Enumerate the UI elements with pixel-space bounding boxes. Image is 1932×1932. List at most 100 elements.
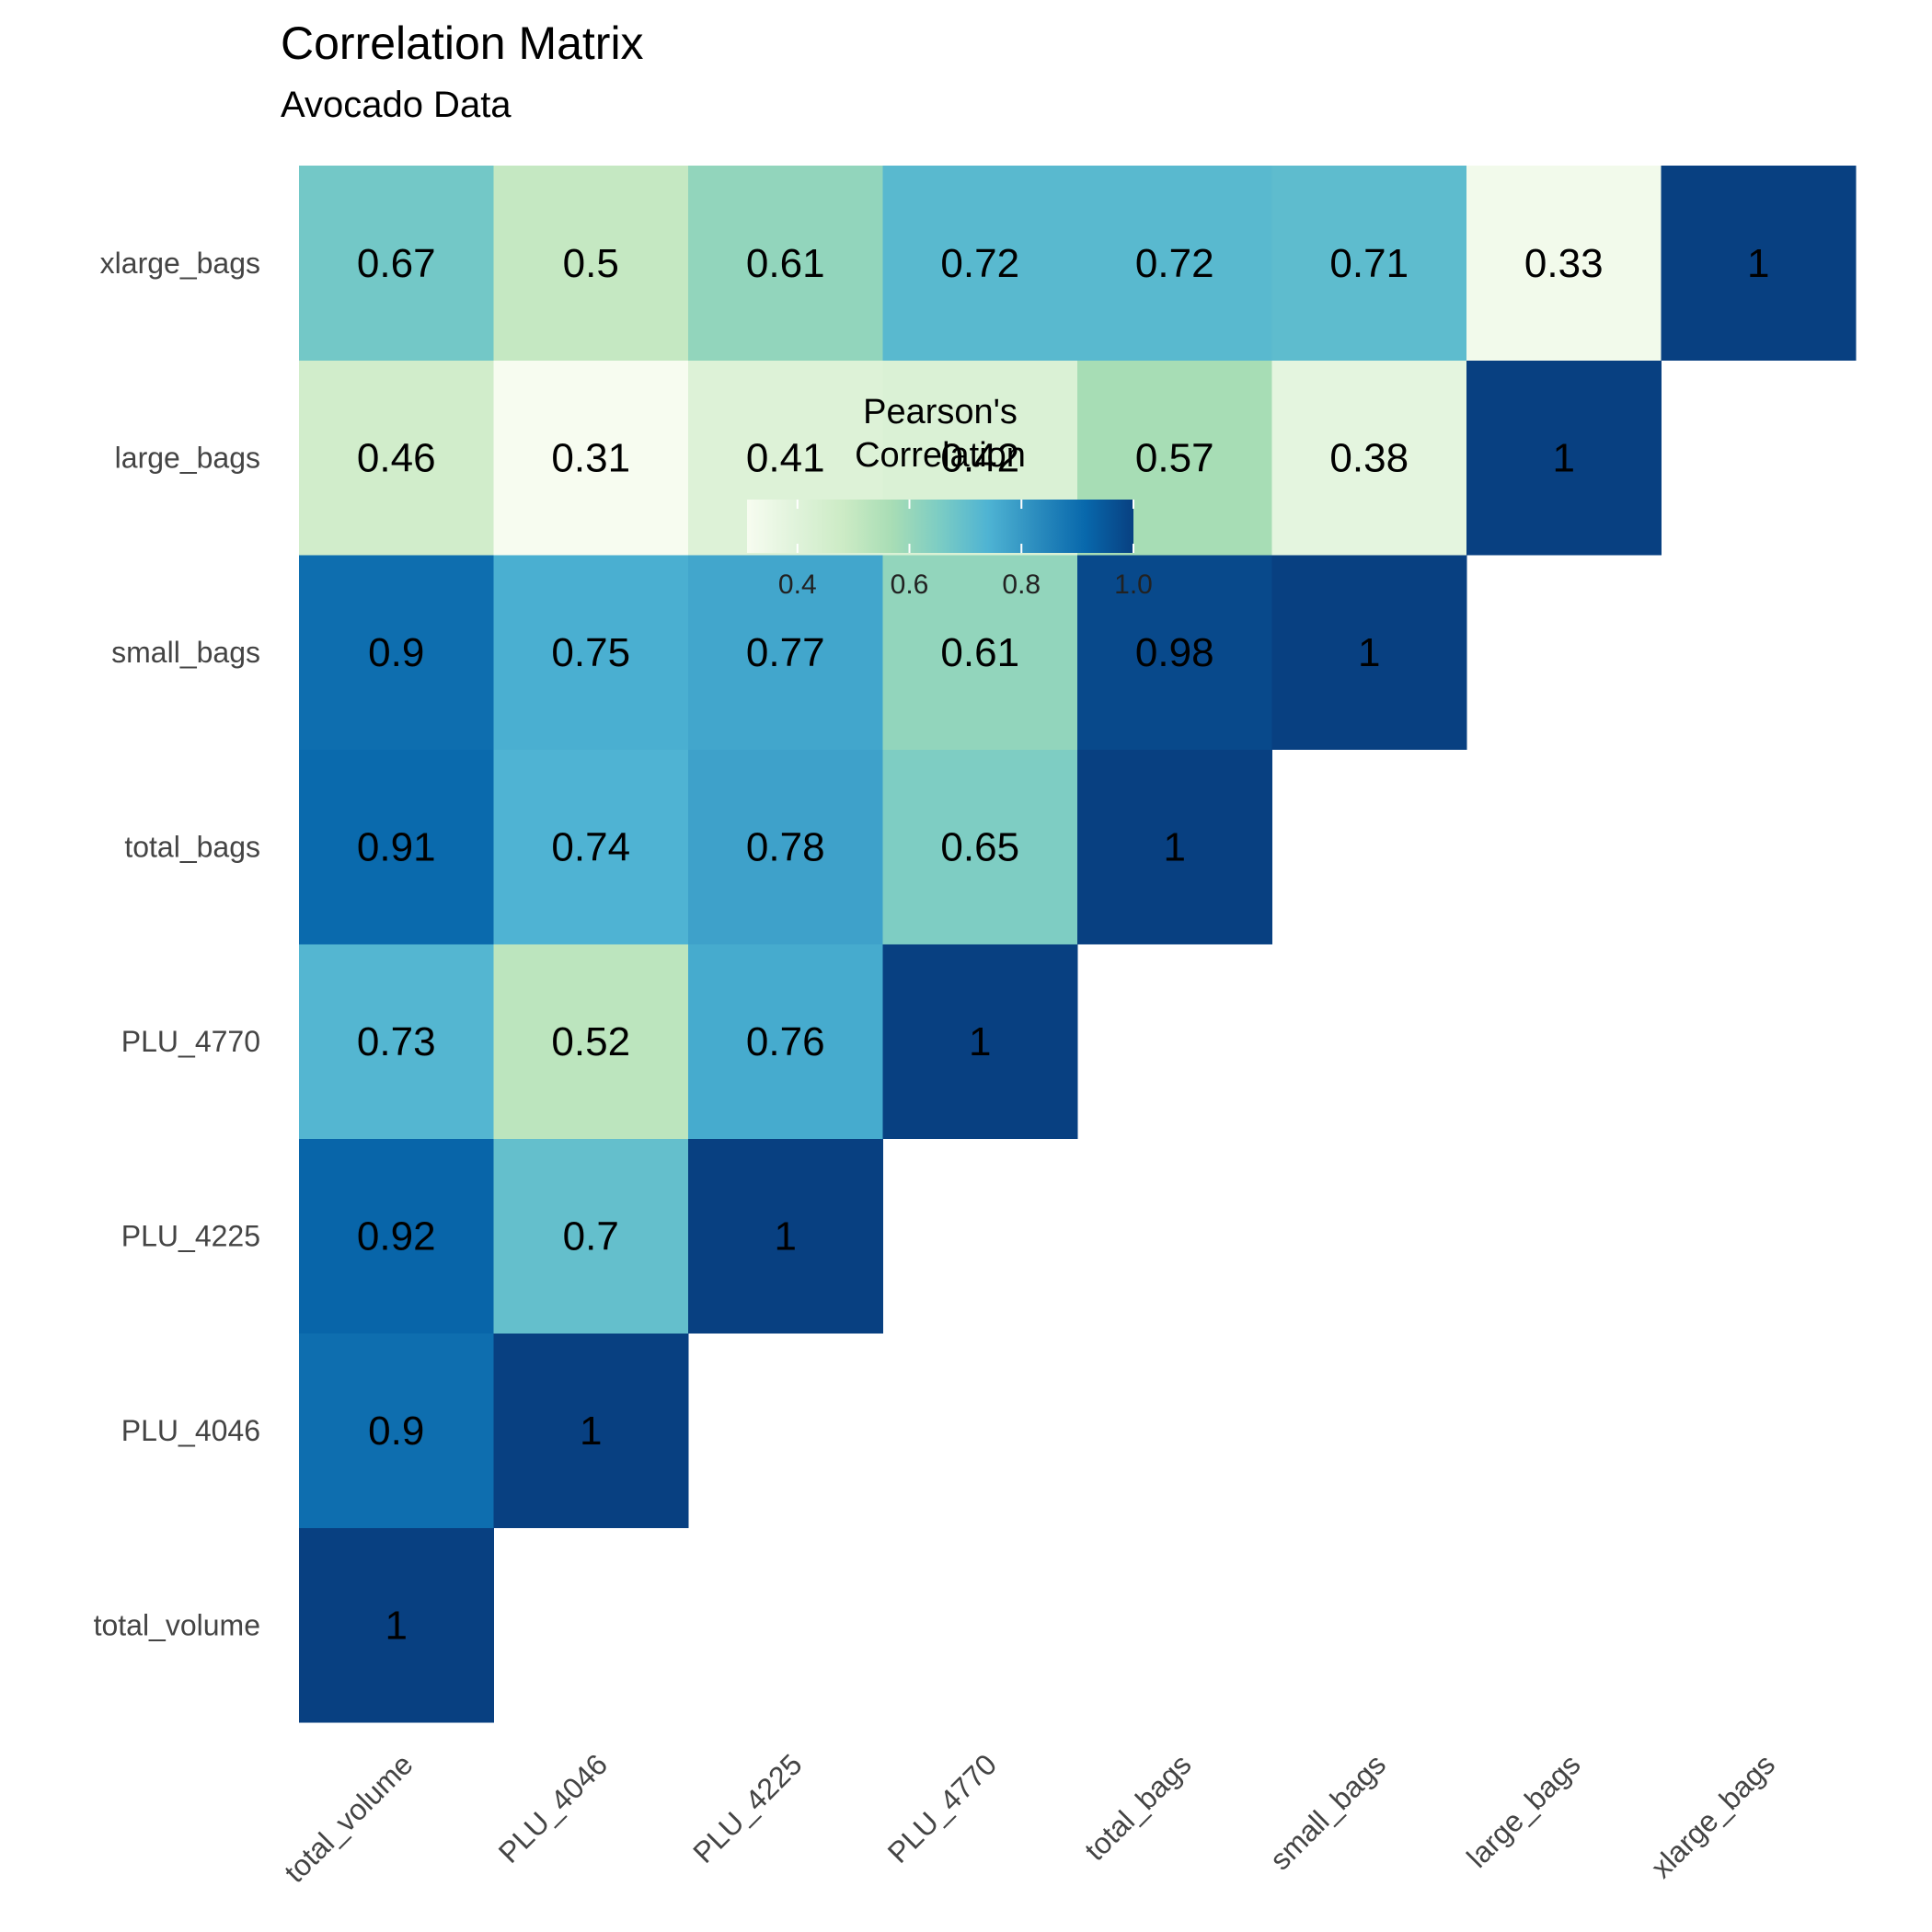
heatmap-cell-total_volume-PLU_4770 xyxy=(299,944,494,1139)
y-tick-label-small_bags: small_bags xyxy=(111,636,260,669)
cell-value-label: 0.91 xyxy=(357,824,436,869)
heatmap-cell-PLU_4046-small_bags xyxy=(493,555,689,750)
heatmap-cell-xlarge_bags-xlarge_bags xyxy=(1661,166,1857,361)
legend-title: Pearson's Correlation xyxy=(747,391,1133,477)
legend-colorbar xyxy=(747,500,1133,553)
heatmap-cell-large_bags-xlarge_bags xyxy=(1466,166,1662,361)
heatmap-cell-PLU_4046-PLU_4770 xyxy=(493,944,689,1139)
y-tick-label-total_volume: total_volume xyxy=(94,1608,260,1641)
heatmap-cell-PLU_4046-large_bags xyxy=(493,360,689,556)
x-tick-label-total_volume: total_volume xyxy=(278,1747,420,1889)
heatmap-cell-PLU_4225-xlarge_bags xyxy=(688,166,883,361)
cell-value-label: 0.33 xyxy=(1524,241,1604,286)
heatmap-cell-total_volume-total_volume xyxy=(299,1527,494,1723)
y-tick-label-large_bags: large_bags xyxy=(115,441,260,474)
x-tick-label-PLU_4225: PLU_4225 xyxy=(686,1747,808,1869)
x-axis-tick-labels: total_volume PLU_4046 PLU_4225 PLU_4770 tota… xyxy=(278,1747,1781,1889)
cell-value-label: 0.71 xyxy=(1329,241,1409,286)
y-axis-tick-labels: total_volume PLU_4046 PLU_4225 PLU_4770 tota… xyxy=(94,247,260,1642)
cell-value-label: 0.9 xyxy=(368,630,424,675)
heatmap-cell-total_volume-PLU_4046 xyxy=(299,1333,494,1528)
cell-value-label: 0.7 xyxy=(563,1213,619,1259)
cell-value-label: 0.57 xyxy=(1135,435,1214,480)
cell-value-label: 0.74 xyxy=(551,824,630,869)
cell-value-label: 0.31 xyxy=(551,435,630,480)
heatmap-cell-total_volume-small_bags xyxy=(299,555,494,750)
cell-value-label: 1 xyxy=(385,1603,408,1648)
color-legend: 0.4 0.6 0.8 1.0 xyxy=(747,500,1153,600)
heatmap-cell-PLU_4770-small_bags xyxy=(882,555,1078,750)
cell-value-label: 0.5 xyxy=(563,241,619,286)
x-tick-label-small_bags: small_bags xyxy=(1263,1747,1392,1876)
y-tick-label-PLU_4770: PLU_4770 xyxy=(121,1025,260,1058)
heatmap-cell-total_bags-xlarge_bags xyxy=(1077,166,1272,361)
cell-value-label: 0.61 xyxy=(746,241,825,286)
heatmap-cell-PLU_4770-xlarge_bags xyxy=(882,166,1078,361)
x-tick-label-PLU_4770: PLU_4770 xyxy=(881,1747,1003,1869)
y-tick-label-PLU_4225: PLU_4225 xyxy=(121,1219,260,1252)
heatmap-cell-PLU_4046-xlarge_bags xyxy=(493,166,689,361)
legend-title-line-2: Correlation xyxy=(855,436,1026,475)
heatmap-cell-PLU_4046-PLU_4225 xyxy=(493,1138,689,1334)
y-tick-label-xlarge_bags: xlarge_bags xyxy=(100,247,260,280)
y-tick-label-total_bags: total_bags xyxy=(124,830,260,863)
legend-tick-label: 0.4 xyxy=(778,569,817,600)
legend-title-line-1: Pearson's xyxy=(863,393,1018,431)
cell-value-label: 0.78 xyxy=(746,824,825,869)
cell-value-label: 0.75 xyxy=(551,630,630,675)
legend-tick-label: 1.0 xyxy=(1114,569,1153,600)
cell-value-label: 0.72 xyxy=(940,241,1019,286)
heatmap-cell-PLU_4770-PLU_4770 xyxy=(882,944,1078,1139)
cell-value-label: 1 xyxy=(580,1409,602,1454)
cell-value-label: 0.41 xyxy=(746,435,825,480)
heatmap-cell-PLU_4225-PLU_4225 xyxy=(688,1138,883,1334)
cell-value-label: 0.65 xyxy=(940,824,1019,869)
chart-subtitle: Avocado Data xyxy=(281,85,512,125)
y-tick-label-PLU_4046: PLU_4046 xyxy=(121,1414,260,1447)
legend-tick-label: 0.8 xyxy=(1002,569,1041,600)
legend-ticks: 0.4 0.6 0.8 1.0 xyxy=(778,500,1153,600)
heatmap-cell-large_bags-large_bags xyxy=(1466,360,1662,556)
heatmap-cell-total_bags-small_bags xyxy=(1077,555,1272,750)
heatmap-cell-total_volume-PLU_4225 xyxy=(299,1138,494,1334)
heatmap-cell-PLU_4046-total_bags xyxy=(493,749,689,945)
cell-value-label: 1 xyxy=(1358,630,1380,675)
x-tick-label-PLU_4046: PLU_4046 xyxy=(492,1747,614,1869)
heatmap-cell-PLU_4225-total_bags xyxy=(688,749,883,945)
cell-value-label: 1 xyxy=(775,1213,797,1259)
cell-value-label: 0.73 xyxy=(357,1019,436,1064)
cell-value-label: 0.92 xyxy=(357,1213,436,1259)
cell-value-label: 0.77 xyxy=(746,630,825,675)
cell-value-label: 0.9 xyxy=(368,1409,424,1454)
cell-value-label: 0.61 xyxy=(940,630,1019,675)
heatmap-cell-total_bags-total_bags xyxy=(1077,749,1272,945)
heatmap-cell-small_bags-large_bags xyxy=(1271,360,1467,556)
cell-value-label: 0.72 xyxy=(1135,241,1214,286)
cell-value-label: 0.98 xyxy=(1135,630,1214,675)
heatmap-cell-total_volume-total_bags xyxy=(299,749,494,945)
x-tick-label-xlarge_bags: xlarge_bags xyxy=(1644,1747,1781,1884)
heatmap-cell-PLU_4225-small_bags xyxy=(688,555,883,750)
x-tick-label-large_bags: large_bags xyxy=(1460,1747,1586,1873)
heatmap-cell-PLU_4046-PLU_4046 xyxy=(493,1333,689,1528)
cell-value-label: 0.46 xyxy=(357,435,436,480)
heatmap-cell-small_bags-xlarge_bags xyxy=(1271,166,1467,361)
heatmap-cell-total_volume-large_bags xyxy=(299,360,494,556)
chart-title: Correlation Matrix xyxy=(281,17,644,69)
heatmap-cell-PLU_4225-PLU_4770 xyxy=(688,944,883,1139)
cell-value-label: 0.42 xyxy=(940,435,1019,480)
cell-value-label: 0.38 xyxy=(1329,435,1409,480)
cell-value-label: 1 xyxy=(969,1019,991,1064)
cell-value-label: 0.76 xyxy=(746,1019,825,1064)
cell-value-label: 1 xyxy=(1553,435,1575,480)
heatmap-cell-PLU_4770-total_bags xyxy=(882,749,1078,945)
cell-value-label: 0.52 xyxy=(551,1019,630,1064)
cell-value-label: 0.67 xyxy=(357,241,436,286)
heatmap-cell-total_volume-xlarge_bags xyxy=(299,166,494,361)
heatmap-cell-small_bags-small_bags xyxy=(1271,555,1467,750)
x-tick-label-total_bags: total_bags xyxy=(1078,1747,1198,1867)
heatmap-cells: 10.9 10.92 0.7 10.73 0.52 0.76 10.91 0.74 0.78 0.… xyxy=(299,166,1857,1723)
legend-tick-label: 0.6 xyxy=(891,569,929,600)
cell-value-label: 1 xyxy=(1164,824,1186,869)
